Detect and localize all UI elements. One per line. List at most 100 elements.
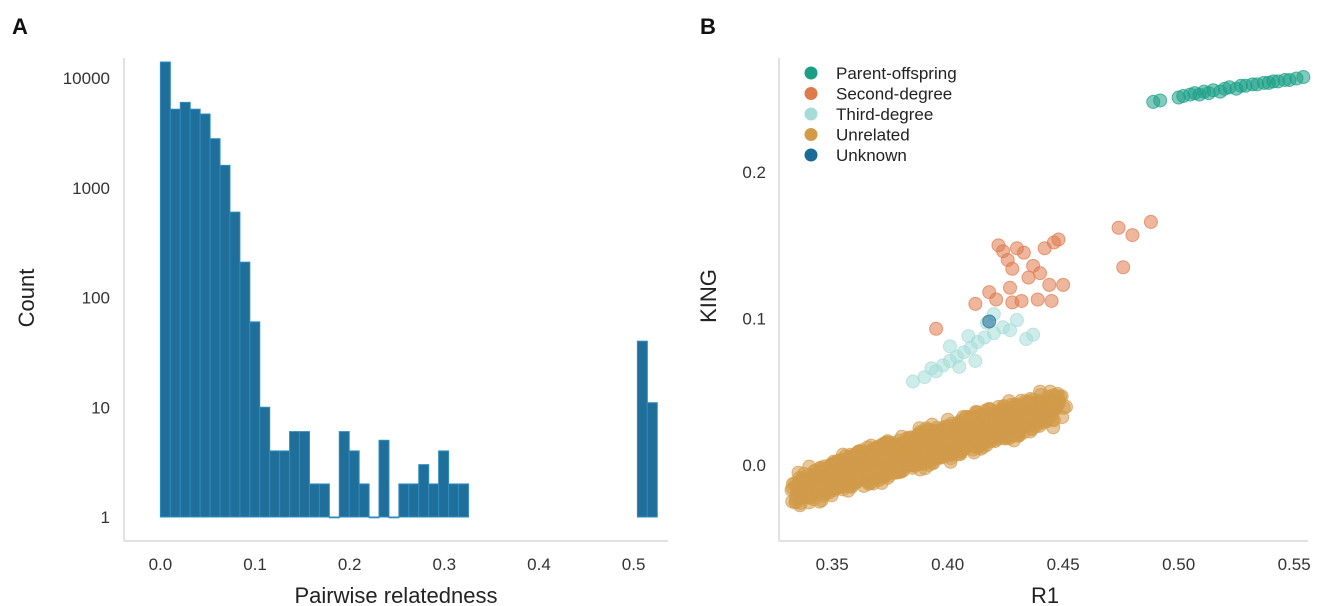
histogram-x-axis-label: Pairwise relatedness: [295, 583, 498, 606]
scatter-y-tick-label: 0.1: [742, 310, 766, 329]
scatter-point-unrelated: [944, 416, 959, 431]
scatter-point-unrelated: [864, 451, 879, 466]
histogram-bar-0: [159, 61, 171, 518]
scatter-point-second-degree: [1030, 292, 1045, 307]
histogram-y-tick-label: 1000: [72, 179, 110, 198]
scatter-point-second-degree: [1143, 214, 1158, 229]
histogram-panel: 0.0 0.1 0.2 0.3 0.4 0.5 1 10 100 1000 10000 Pairw…: [14, 58, 668, 606]
scatter-point-third-degree: [905, 374, 920, 389]
histogram-bar-19: [348, 450, 360, 518]
scatter-point-second-degree: [1021, 270, 1036, 285]
scatter-legend: Parent-offspring Second-degreeThird-degre…: [804, 64, 957, 165]
scatter-y-tick-label: 0.2: [742, 163, 766, 182]
histogram-x-tick-label: 0.4: [527, 555, 551, 574]
histogram-bar-4: [199, 113, 211, 518]
scatter-point-second-degree: [1005, 261, 1020, 276]
scatter-point-second-degree: [982, 285, 997, 300]
histogram-bar-2: [179, 101, 191, 518]
scatter-x-tick-label: 0.45: [1047, 555, 1080, 574]
scatter-point-unrelated: [1002, 394, 1017, 409]
scatter-point-unrelated: [1055, 410, 1070, 425]
histogram-bar-6: [219, 164, 231, 518]
scatter-point-third-degree: [968, 353, 983, 368]
histogram-bar-25: [408, 483, 420, 518]
scatter-point-unrelated: [883, 446, 898, 461]
histogram-bar-32: [646, 402, 658, 518]
panel-letter-a: A: [12, 14, 28, 39]
histogram-bar-12: [279, 450, 291, 518]
scatter-point-second-degree: [1111, 220, 1126, 235]
scatter-point-unrelated: [1007, 426, 1022, 441]
legend-label: Parent-offspring: [836, 64, 957, 83]
histogram-x-ticks: 0.0 0.1 0.2 0.3 0.4 0.5: [149, 555, 646, 574]
scatter-x-tick-label: 0.50: [1162, 555, 1195, 574]
scatter-point-parent-offspring: [1153, 93, 1168, 108]
scatter-point-unknown: [982, 314, 997, 329]
histogram-x-tick-label: 0.5: [622, 555, 646, 574]
histogram-bar-30: [458, 483, 469, 518]
legend-label: Unrelated: [836, 126, 910, 145]
histogram-bar-15: [308, 483, 320, 518]
histogram-y-ticks: 1 10 100 1000 10000: [63, 69, 110, 527]
histogram-y-axis-label: Count: [14, 269, 39, 328]
histogram-bar-11: [269, 450, 281, 518]
scatter-point-unrelated: [801, 481, 816, 496]
scatter-x-tick-label: 0.35: [816, 555, 849, 574]
panel-letter-b: B: [700, 14, 716, 39]
scatter-point-third-degree: [924, 361, 939, 376]
scatter-point-second-degree: [1016, 245, 1031, 260]
scatter-panel: 0.35 0.40 0.45 0.50 0.55 0.0 0.1 0.2 Parent-of…: [696, 58, 1311, 606]
scatter-y-tick-label: 0.0: [742, 456, 766, 475]
histogram-bar-23: [388, 516, 400, 519]
scatter-point-second-degree: [1125, 228, 1140, 243]
legend-label: Second-degree: [836, 85, 952, 104]
scatter-point-second-degree: [968, 296, 983, 311]
scatter-point-unrelated: [1051, 394, 1066, 409]
histogram-bars: [159, 61, 658, 519]
scatter-point-third-degree: [952, 359, 967, 374]
scatter-point-unrelated: [903, 447, 918, 462]
scatter-point-unrelated: [838, 448, 853, 463]
histogram-bar-5: [209, 138, 221, 518]
scatter-point-second-degree: [1051, 232, 1066, 247]
legend-marker: [804, 66, 818, 80]
histogram-bar-31: [636, 340, 648, 518]
scatter-point-unrelated: [1027, 407, 1042, 422]
histogram-x-tick-label: 0.3: [433, 555, 457, 574]
scatter-x-tick-label: 0.40: [931, 555, 964, 574]
histogram-x-tick-label: 0.1: [243, 555, 267, 574]
scatter-point-unrelated: [1014, 393, 1029, 408]
histogram-bar-26: [418, 464, 430, 518]
scatter-point-third-degree: [1026, 327, 1041, 342]
scatter-point-unrelated: [1033, 384, 1048, 399]
histogram-bar-21: [368, 516, 380, 519]
scatter-x-ticks: 0.35 0.40 0.45 0.50 0.55: [816, 555, 1311, 574]
histogram-x-tick-label: 0.2: [338, 555, 362, 574]
histogram-y-tick-label: 10: [91, 398, 110, 417]
histogram-bar-10: [259, 406, 271, 518]
legend-label: Third-degree: [836, 105, 933, 124]
scatter-point-unrelated: [792, 489, 807, 504]
scatter-point-unrelated: [943, 454, 958, 469]
scatter-point-unrelated: [1039, 402, 1054, 417]
histogram-bar-29: [448, 483, 460, 518]
histogram-bar-7: [229, 211, 241, 518]
scatter-point-second-degree: [929, 321, 944, 336]
scatter-point-third-degree: [942, 339, 957, 354]
scatter-point-unrelated: [842, 465, 857, 480]
histogram-y-tick-label: 1: [101, 508, 110, 527]
legend-label: Unknown: [836, 146, 907, 165]
histogram-y-tick-label: 10000: [63, 69, 110, 88]
legend-marker: [804, 128, 818, 141]
histogram-bar-28: [438, 450, 450, 518]
scatter-x-axis-label: R1: [1031, 583, 1059, 606]
histogram-bar-8: [239, 261, 251, 518]
legend-marker: [804, 148, 818, 162]
histogram-bar-16: [318, 483, 330, 518]
histogram-bar-1: [169, 108, 181, 518]
scatter-y-ticks: 0.0 0.1 0.2: [742, 163, 766, 475]
histogram-bar-13: [289, 431, 301, 518]
scatter-y-axis-label: KING: [696, 269, 721, 323]
scatter-points: [784, 70, 1311, 513]
